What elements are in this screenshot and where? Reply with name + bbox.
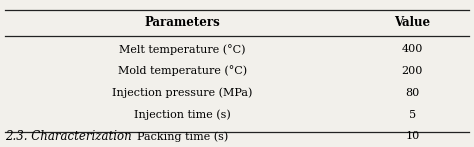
Text: Value: Value (394, 16, 430, 29)
Text: 80: 80 (405, 88, 419, 98)
Text: Packing time (s): Packing time (s) (137, 131, 228, 142)
Text: 400: 400 (401, 44, 423, 54)
Text: Injection time (s): Injection time (s) (134, 109, 231, 120)
Text: Melt temperature (°C): Melt temperature (°C) (119, 44, 246, 55)
Text: 200: 200 (401, 66, 423, 76)
Text: Parameters: Parameters (145, 16, 220, 29)
Text: 10: 10 (405, 131, 419, 141)
Text: 5: 5 (409, 110, 416, 120)
Text: Injection pressure (MPa): Injection pressure (MPa) (112, 87, 253, 98)
Text: Mold temperature (°C): Mold temperature (°C) (118, 66, 247, 76)
Text: 2.3. Characterization: 2.3. Characterization (5, 130, 131, 143)
